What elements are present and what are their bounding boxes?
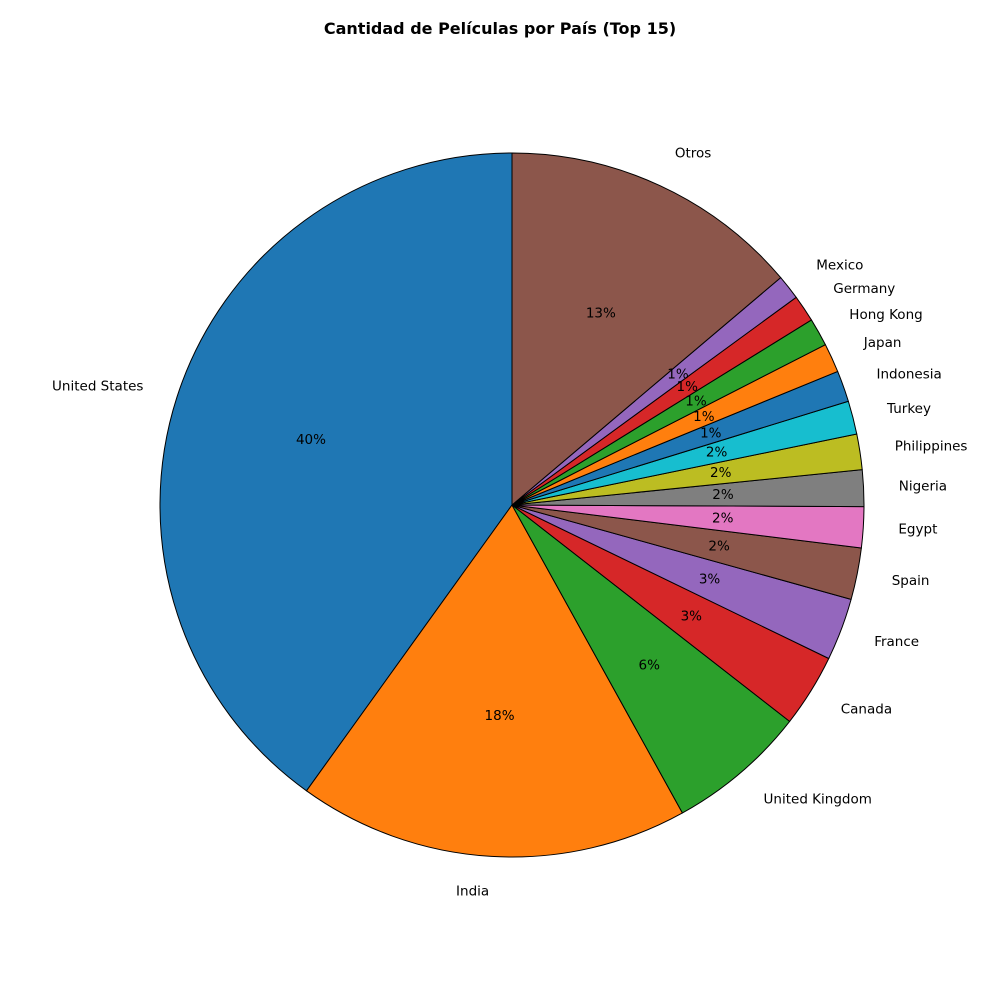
slice-label-germany: Germany	[833, 281, 895, 297]
slice-label-hong-kong: Hong Kong	[849, 307, 922, 323]
slice-label-spain: Spain	[892, 573, 930, 589]
percent-label-turkey: 2%	[706, 445, 728, 461]
percent-label-canada: 3%	[681, 609, 703, 625]
pie-slices	[159, 152, 865, 858]
slice-label-canada: Canada	[841, 702, 892, 718]
slice-label-turkey: Turkey	[886, 401, 931, 417]
slice-label-otros: Otros	[675, 146, 711, 162]
slice-label-indonesia: Indonesia	[876, 366, 941, 382]
slice-label-japan: Japan	[863, 335, 902, 351]
pie-slice-united-kingdom	[511, 504, 791, 814]
slice-label-mexico: Mexico	[816, 258, 863, 274]
percent-label-hong-kong: 1%	[685, 393, 707, 409]
percent-label-india: 18%	[485, 708, 515, 724]
percent-label-france: 3%	[699, 572, 721, 588]
percent-label-egypt: 2%	[712, 510, 734, 526]
percent-label-united-states: 40%	[296, 432, 326, 448]
percent-label-germany: 1%	[677, 379, 699, 395]
slice-label-nigeria: Nigeria	[899, 478, 947, 494]
pie-slice-india	[306, 504, 683, 858]
percent-label-japan: 1%	[693, 409, 715, 425]
percent-label-indonesia: 1%	[700, 426, 722, 442]
percent-label-spain: 2%	[708, 538, 730, 554]
slice-label-united-kingdom: United Kingdom	[764, 791, 872, 807]
slice-label-france: France	[874, 634, 919, 650]
slice-label-philippines: Philippines	[895, 438, 968, 454]
percent-label-otros: 13%	[586, 305, 616, 321]
chart-title: Cantidad de Películas por País (Top 15)	[324, 19, 676, 38]
pie-slice-otros	[511, 152, 782, 506]
percent-label-united-kingdom: 6%	[638, 658, 660, 674]
pie-slice-united-states	[159, 152, 513, 792]
slice-labels: United States India United Kingdom Canada Fr…	[52, 146, 967, 900]
percent-label-nigeria: 2%	[712, 487, 734, 503]
slice-label-egypt: Egypt	[898, 522, 937, 538]
percent-label-mexico: 1%	[667, 366, 689, 382]
slice-label-india: India	[456, 884, 489, 900]
percent-label-philippines: 2%	[710, 465, 732, 481]
percent-labels: 40%18%6%3%3%2%2%2%2%2%1%1%1%1%1%13%	[296, 305, 734, 723]
slice-label-united-states: United States	[52, 378, 143, 394]
